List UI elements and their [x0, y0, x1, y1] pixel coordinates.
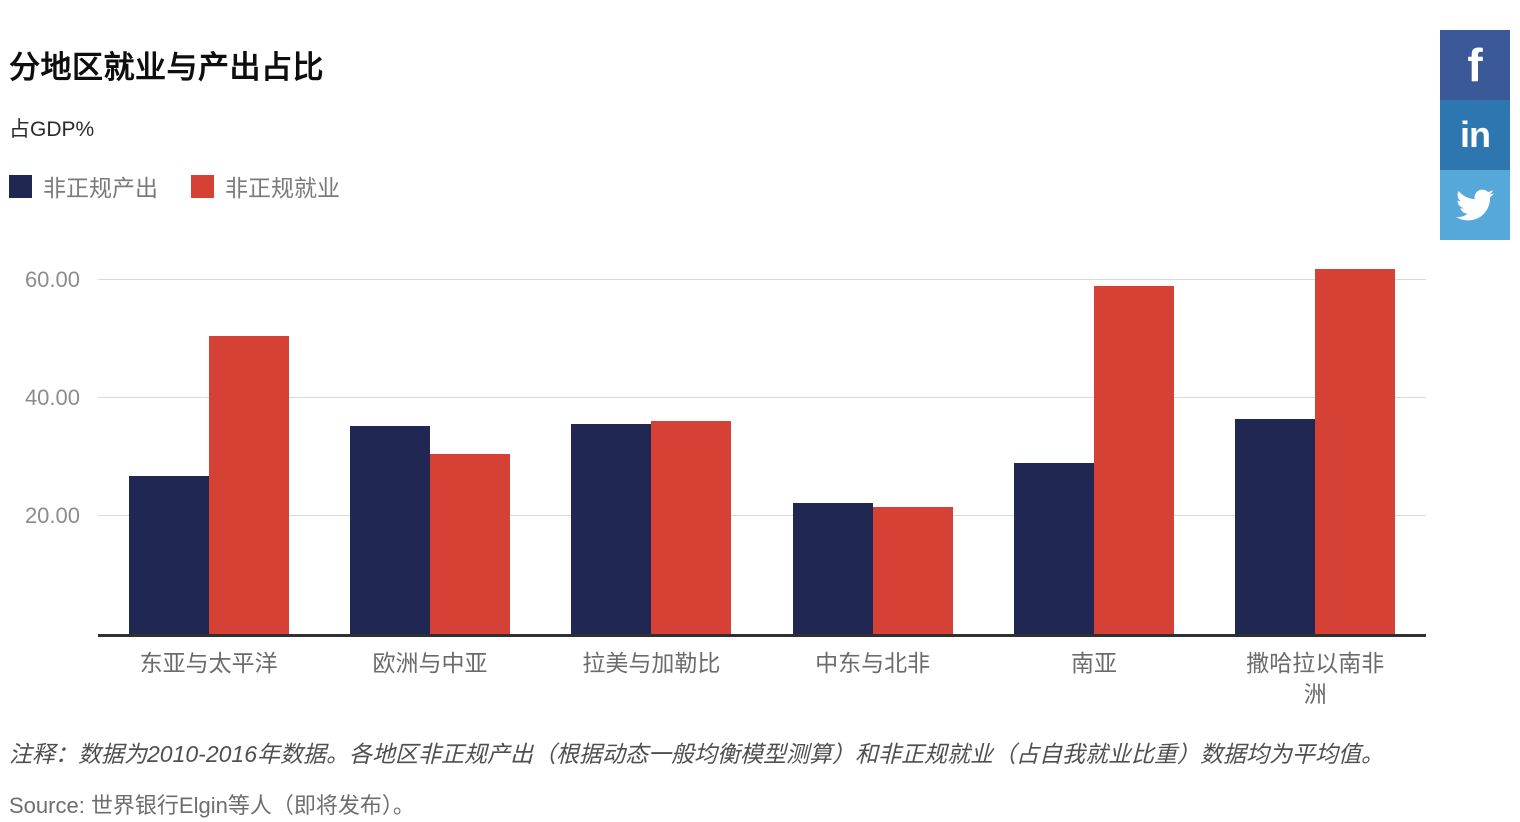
- chart-subtitle: 占GDP%: [9, 118, 95, 141]
- bar: [208, 336, 289, 634]
- bar: [872, 507, 953, 634]
- bar: [571, 423, 652, 634]
- legend-item-informal-output: 非正规产出: [9, 169, 158, 203]
- legend-label: 非正规就业: [225, 175, 340, 201]
- bar-group-2: [319, 268, 540, 634]
- bar-group-4: [762, 268, 983, 634]
- chart-source: Source: 世界银行Elgin等人（即将发布）。: [9, 793, 415, 818]
- linkedin-share-button[interactable]: in: [1440, 100, 1510, 170]
- x-axis-labels: 东亚与太平洋 欧洲与中亚 拉美与加勒比 中东与北非 南亚 撒哈拉以南非洲: [98, 648, 1426, 710]
- bar: [1093, 286, 1174, 634]
- x-axis-category-label: 中东与北非: [815, 650, 931, 676]
- legend-swatch-navy: [9, 174, 32, 198]
- gridline: [98, 396, 1426, 398]
- twitter-icon: [1456, 189, 1494, 221]
- facebook-icon: f: [1467, 39, 1483, 91]
- page-title: 分地区就业与产出占比: [9, 50, 324, 85]
- linkedin-icon: in: [1460, 114, 1491, 155]
- twitter-share-button[interactable]: [1440, 170, 1510, 240]
- bar-group-3: [541, 268, 762, 634]
- x-axis-line: [98, 634, 1426, 637]
- bar-groups: [98, 268, 1426, 634]
- legend-label: 非正规产出: [43, 175, 158, 201]
- x-axis-category-label: 拉美与加勒比: [582, 650, 721, 676]
- legend-item-informal-employment: 非正规就业: [191, 169, 340, 203]
- chart-note: 注释：数据为2010-2016年数据。各地区非正规产出（根据动态一般均衡模型测算…: [9, 741, 1384, 767]
- x-axis-category-label: 南亚: [1070, 650, 1117, 676]
- bar: [1315, 268, 1396, 634]
- bar-group-6: [1205, 268, 1426, 634]
- x-axis-category-label: 欧洲与中亚: [372, 650, 488, 676]
- bar-group-1: [98, 268, 319, 634]
- bar-group-5: [983, 268, 1204, 634]
- y-axis-tick-label: 60.00: [24, 266, 80, 292]
- bar: [792, 502, 873, 634]
- bar: [128, 476, 209, 634]
- plot-area: 东亚与太平洋 欧洲与中亚 拉美与加勒比 中东与北非 南亚 撒哈拉以南非洲 20.00 40.…: [25, 268, 1426, 707]
- bar: [1013, 463, 1094, 634]
- x-axis-category-label: 撒哈拉以南非洲: [1246, 650, 1385, 707]
- bar: [349, 426, 430, 634]
- x-axis-category-label: 东亚与太平洋: [139, 650, 278, 676]
- y-axis-tick-label: 40.00: [24, 384, 80, 410]
- social-share-bar: f in: [1440, 30, 1510, 240]
- bar: [429, 453, 510, 634]
- gridline: [98, 514, 1426, 516]
- legend: 非正规产出 非正规就业: [9, 169, 340, 203]
- bar: [1235, 419, 1316, 634]
- facebook-share-button[interactable]: f: [1440, 30, 1510, 100]
- legend-swatch-red: [191, 174, 214, 198]
- gridline: [98, 278, 1426, 280]
- bar: [651, 421, 732, 634]
- y-axis-tick-label: 20.00: [24, 502, 80, 528]
